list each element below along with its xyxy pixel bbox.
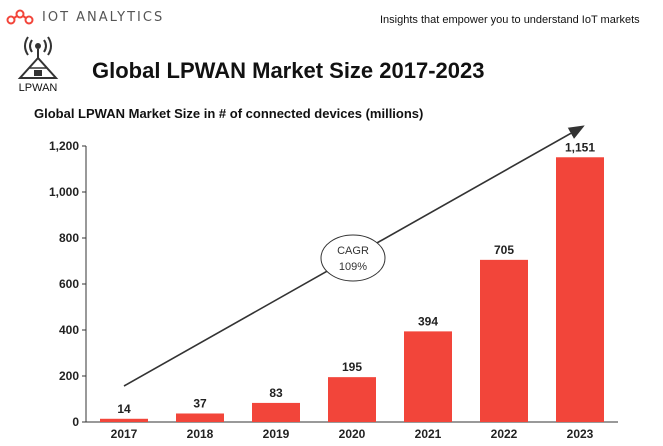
bar-2022 (480, 259, 528, 422)
value-label-2022: 705 (494, 243, 514, 257)
cagr-label: CAGR (337, 245, 369, 257)
lpwan-icon-caption: LPWAN (18, 82, 58, 94)
cagr-value: 109% (339, 261, 367, 273)
bar-2017 (100, 418, 148, 422)
y-tick-label: 1,000 (49, 185, 79, 199)
bar-2018 (176, 413, 224, 422)
y-axis-ticks: 0 200 400 600 800 1,000 1,200 (49, 139, 86, 429)
x-tick-label-2018: 2018 (187, 427, 214, 441)
brand-name: IOT ANALYTICS (42, 9, 165, 25)
y-tick-label: 400 (59, 323, 79, 337)
page-title: Global LPWAN Market Size 2017-2023 (92, 58, 485, 83)
cagr-trend: CAGR 109% (123, 125, 585, 387)
y-tick-label: 200 (59, 369, 79, 383)
bar-2023 (556, 157, 604, 422)
y-tick-label: 800 (59, 231, 79, 245)
y-tick-label: 600 (59, 277, 79, 291)
antenna-tower-icon (17, 36, 59, 79)
x-tick-label-2021: 2021 (415, 427, 442, 441)
value-label-2023: 1,151 (565, 140, 595, 154)
value-label-2017: 14 (117, 402, 131, 416)
value-label-2019: 83 (269, 386, 283, 400)
value-label-2021: 394 (418, 314, 438, 328)
bar-2019 (252, 402, 300, 422)
brand-logo: IOT ANALYTICS (6, 6, 164, 28)
y-tick-label: 0 (72, 415, 79, 429)
chart-value-labels: 14 37 83 195 394 705 1,151 (117, 140, 595, 416)
value-label-2018: 37 (193, 396, 207, 410)
iot-analytics-logo-icon (6, 9, 34, 25)
tagline: Insights that empower you to understand … (380, 14, 640, 26)
value-label-2020: 195 (342, 360, 362, 374)
x-tick-label-2019: 2019 (263, 427, 290, 441)
x-tick-label-2020: 2020 (339, 427, 366, 441)
bar-2021 (404, 331, 452, 422)
chart-bars (100, 157, 604, 422)
x-tick-label-2023: 2023 (567, 427, 594, 441)
bar-2020 (328, 377, 376, 422)
y-tick-label: 1,200 (49, 139, 79, 153)
x-axis-labels: 2017 2018 2019 2020 2021 2022 2023 (111, 427, 594, 441)
cagr-bubble (320, 234, 386, 282)
x-tick-label-2022: 2022 (491, 427, 518, 441)
chart-title: Global LPWAN Market Size in # of connect… (34, 106, 424, 121)
x-tick-label-2017: 2017 (111, 427, 138, 441)
